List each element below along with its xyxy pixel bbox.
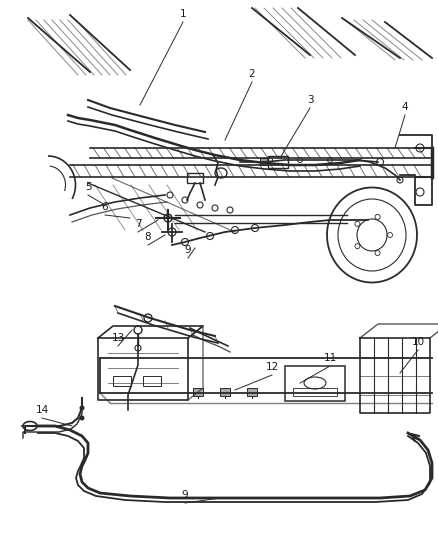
Bar bbox=[113, 376, 131, 386]
Text: 9: 9 bbox=[185, 245, 191, 255]
Bar bbox=[285, 366, 345, 401]
Text: 8: 8 bbox=[145, 232, 151, 242]
Bar bbox=[260, 158, 268, 165]
Bar bbox=[268, 156, 288, 168]
Text: 11: 11 bbox=[323, 353, 337, 363]
Text: 6: 6 bbox=[102, 202, 108, 212]
Bar bbox=[220, 388, 230, 396]
Circle shape bbox=[80, 416, 85, 421]
Text: 4: 4 bbox=[402, 102, 408, 112]
Text: 12: 12 bbox=[265, 362, 279, 372]
Text: 7: 7 bbox=[135, 219, 141, 229]
Text: 2: 2 bbox=[249, 69, 255, 79]
Text: 5: 5 bbox=[85, 182, 91, 192]
Bar bbox=[293, 388, 337, 396]
Text: 14: 14 bbox=[35, 405, 49, 415]
Text: 13: 13 bbox=[111, 333, 125, 343]
Bar bbox=[247, 388, 257, 396]
Text: 1: 1 bbox=[180, 9, 186, 19]
Bar bbox=[193, 388, 203, 396]
Bar bbox=[143, 376, 161, 386]
Text: 10: 10 bbox=[411, 337, 424, 347]
Bar bbox=[187, 173, 203, 183]
Text: 9: 9 bbox=[182, 490, 188, 500]
Circle shape bbox=[80, 406, 85, 410]
Text: 3: 3 bbox=[307, 95, 313, 105]
